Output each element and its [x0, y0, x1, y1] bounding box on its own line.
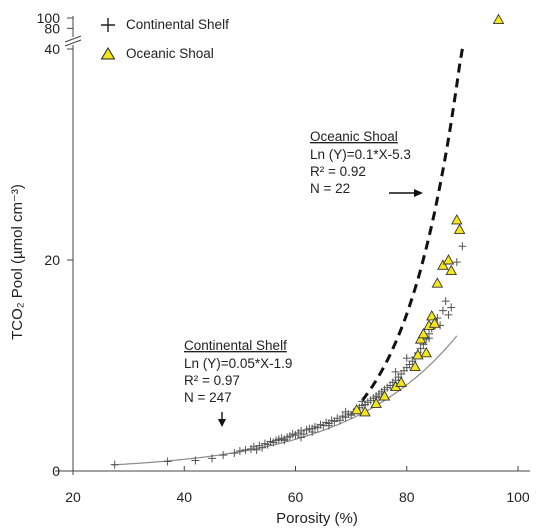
annotation-n: N = 247	[184, 390, 232, 405]
legend-label: Oceanic Shoal	[126, 46, 214, 61]
continental-point	[358, 397, 367, 406]
continental-point	[416, 344, 425, 353]
legend-item-oceanic: Oceanic Shoal	[100, 46, 214, 61]
oceanic-fit-line	[361, 48, 464, 402]
annotation-oceanic: Oceanic Shoal Ln (Y)=0.1*X-5.3 R² = 0.92…	[310, 129, 423, 197]
legend-item-continental: Continental Shelf	[101, 17, 229, 32]
continental-point	[163, 457, 172, 466]
x-tick-label: 100	[506, 489, 530, 505]
continental-point	[452, 258, 461, 267]
continental-point	[402, 354, 411, 363]
oceanic-point	[442, 254, 455, 265]
oceanic-point	[437, 259, 449, 270]
continental-point	[391, 367, 400, 376]
annotation-equation: Ln (Y)=0.05*X-1.9	[184, 356, 292, 371]
continental-point	[241, 445, 250, 454]
continental-point	[258, 443, 267, 452]
annotation-n: N = 22	[310, 181, 350, 196]
x-tick-label: 60	[288, 489, 304, 505]
annotation-r2: R² = 0.92	[310, 164, 366, 179]
oceanic-point	[445, 264, 458, 275]
legend: Continental Shelf Oceanic Shoal	[100, 17, 229, 61]
oceanic-point	[431, 277, 444, 288]
y-tick-label: 40	[44, 41, 60, 57]
y-axis-label: TCO₂ Pool (µmol cm⁻³)	[9, 184, 26, 340]
legend-label: Continental Shelf	[126, 17, 229, 32]
x-axis-label: Porosity (%)	[276, 510, 358, 527]
oceanic-point	[409, 360, 421, 372]
y-tick-label: 100	[37, 10, 61, 26]
x-tick-label: 80	[399, 489, 415, 505]
continental-point	[336, 416, 344, 425]
oceanic-point	[395, 376, 407, 387]
oceanic-point	[451, 213, 463, 225]
oceanic-point	[420, 346, 432, 358]
axis-break-line	[64, 35, 82, 43]
annotation-title: Continental Shelf	[184, 338, 287, 353]
x-ticks: 20 40 60 80 100	[65, 466, 530, 505]
axis-break-mark	[64, 35, 82, 47]
continental-point	[208, 454, 217, 463]
annotation-equation: Ln (Y)=0.1*X-5.3	[310, 147, 411, 162]
annotation-title: Oceanic Shoal	[310, 129, 398, 144]
annotation-continental: Continental Shelf Ln (Y)=0.05*X-1.9 R² =…	[184, 338, 292, 427]
continental-point	[341, 407, 350, 416]
x-tick-label: 40	[176, 489, 192, 505]
x-tick-label: 20	[65, 489, 81, 505]
continental-point	[280, 436, 289, 445]
oceanic-point	[426, 309, 438, 321]
oceanic-point	[428, 317, 441, 328]
continental-point	[438, 306, 447, 315]
oceanic-point	[378, 390, 391, 401]
arrow-right-icon	[389, 189, 423, 197]
continental-point	[308, 424, 317, 433]
continental-point	[458, 242, 467, 251]
continental-point	[219, 451, 228, 460]
triangle-marker-icon	[100, 47, 116, 60]
annotation-r2: R² = 0.97	[184, 373, 240, 388]
oceanic-point	[453, 223, 466, 234]
oceanic-point	[350, 403, 363, 415]
oceanic-point	[412, 349, 424, 360]
oceanic-point	[414, 333, 427, 344]
continental-point	[252, 445, 261, 454]
continental-point	[447, 303, 456, 312]
data-points	[110, 13, 505, 469]
plus-marker-icon	[101, 18, 115, 32]
y-tick-label: 0	[52, 463, 60, 479]
oceanic-point	[492, 13, 505, 24]
continental-point	[297, 433, 306, 442]
continental-point	[230, 449, 239, 458]
oceanic-point	[370, 397, 382, 408]
fit-lines	[111, 48, 464, 466]
continental-point	[441, 297, 450, 306]
continental-point	[324, 421, 333, 430]
y-tick-label: 20	[44, 252, 60, 268]
continental-point	[110, 460, 119, 469]
arrow-down-icon	[218, 412, 226, 427]
continental-point	[235, 446, 244, 455]
continental-point	[444, 310, 453, 319]
oceanic-point	[359, 405, 371, 417]
axis-break-line	[64, 39, 82, 47]
oceanic-point	[417, 327, 430, 339]
y-tick-label: 80	[44, 20, 60, 36]
continental-point	[191, 456, 200, 465]
